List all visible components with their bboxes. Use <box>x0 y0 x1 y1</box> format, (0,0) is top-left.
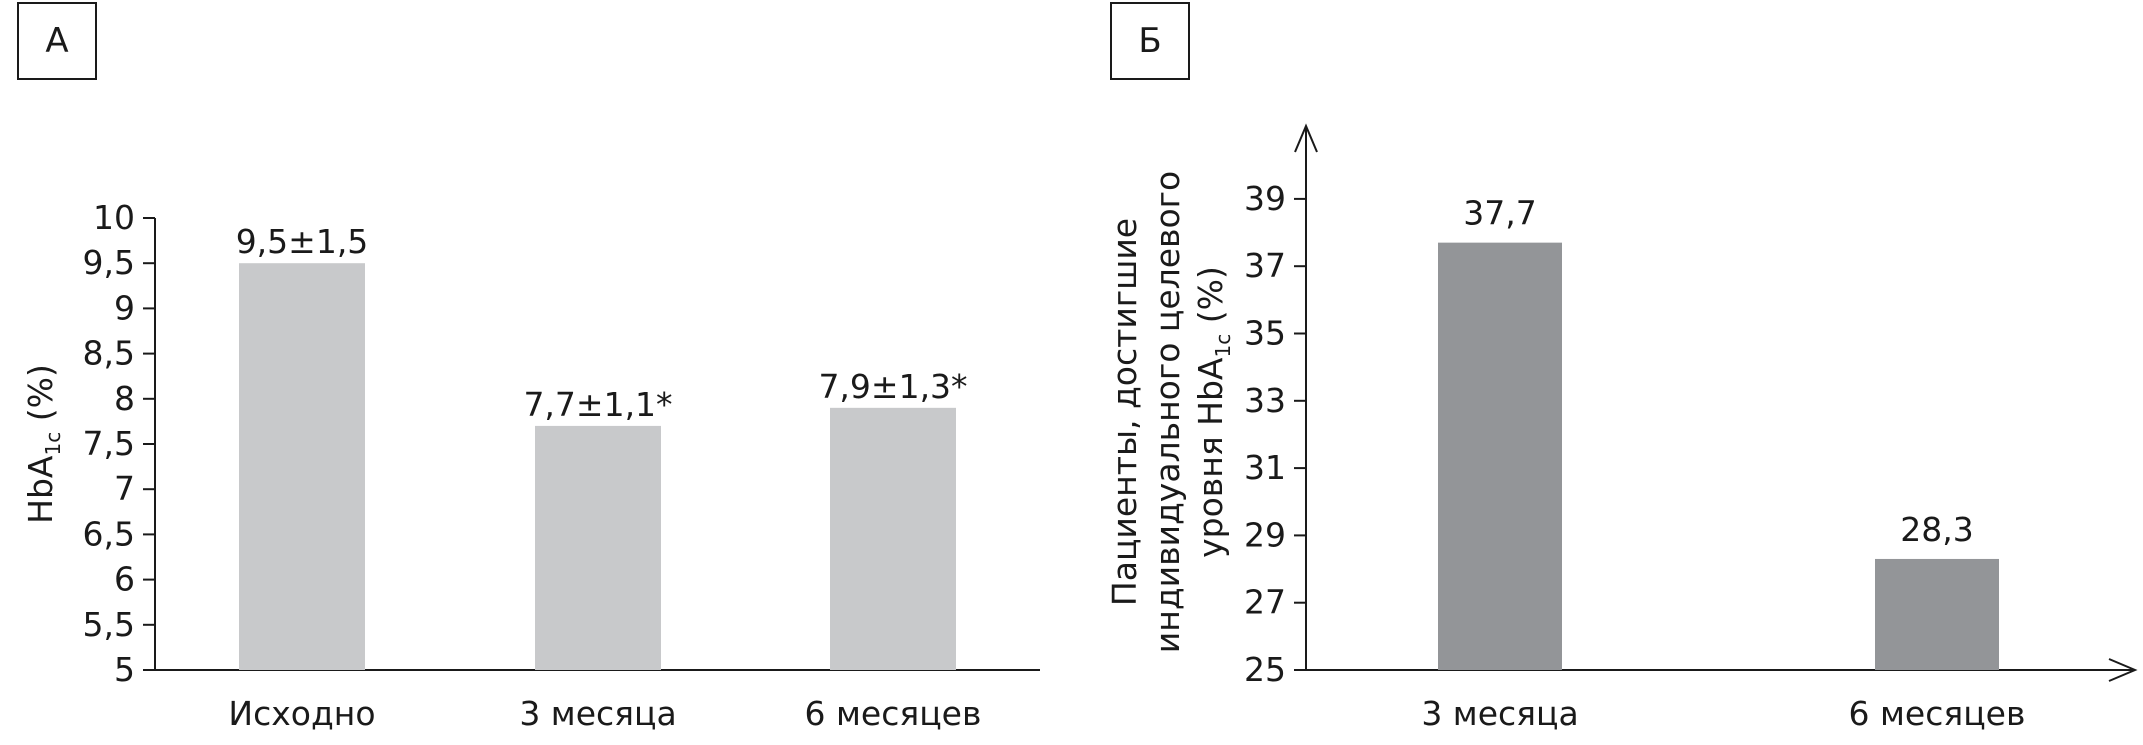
y-axis-title: HbA1c (%) <box>21 364 65 524</box>
y-tick-label: 7,5 <box>83 424 135 463</box>
y-tick-label: 35 <box>1244 314 1286 353</box>
category-label: 6 месяцев <box>1849 694 2026 733</box>
y-tick-label: 7 <box>114 469 135 508</box>
panel-label-b: Б <box>1110 2 1190 80</box>
y-tick-label: 37 <box>1244 246 1286 285</box>
y-tick-label: 6 <box>114 560 135 599</box>
data-label: 37,7 <box>1463 194 1536 233</box>
bar <box>1438 242 1562 670</box>
data-label: 7,9±1,3* <box>818 367 967 406</box>
data-label: 9,5±1,5 <box>236 222 369 261</box>
bar <box>535 425 661 670</box>
y-tick-label: 5 <box>114 650 135 689</box>
y-tick-label: 27 <box>1244 583 1286 622</box>
chart-a: 5 5,5 6 6,5 7 7,5 8 8,5 9 9,5 10 9,5±1,5 Исходно 7,7±… <box>21 198 1040 733</box>
y-tick-label: 5,5 <box>83 605 135 644</box>
y-tick-label: 25 <box>1244 650 1286 689</box>
y-tick-label: 33 <box>1244 381 1286 420</box>
bar <box>239 263 365 670</box>
y-axis-title-line1: Пациенты, достигшие <box>1105 218 1144 606</box>
y-tick-label: 31 <box>1244 448 1286 487</box>
y-tick-label: 9,5 <box>83 243 135 282</box>
category-label: 3 месяца <box>1421 694 1578 733</box>
category-label: 6 месяцев <box>805 694 982 733</box>
data-label: 28,3 <box>1900 510 1973 549</box>
bar <box>830 407 956 670</box>
y-tick-label: 8 <box>114 379 135 418</box>
y-tick-label: 6,5 <box>83 514 135 553</box>
bar <box>1875 558 1999 670</box>
data-label: 7,7±1,1* <box>523 385 672 424</box>
x-axis-arrow <box>2108 658 2138 682</box>
panel-label-a: А <box>17 2 97 80</box>
y-tick-label: 29 <box>1244 515 1286 554</box>
chart-b: 25 27 29 31 33 35 37 39 37,7 3 месяца 28,3 6 месяце… <box>1105 123 2138 733</box>
category-label: 3 месяца <box>519 694 676 733</box>
y-tick-label: 10 <box>93 198 135 237</box>
y-axis-title-line2: индивидуального целевого <box>1148 171 1187 653</box>
y-axis-title-line3: уровня HbA1c (%) <box>1191 266 1235 558</box>
y-tick-label: 39 <box>1244 179 1286 218</box>
category-label: Исходно <box>228 694 375 733</box>
y-tick-label: 9 <box>114 288 135 327</box>
y-tick-label: 8,5 <box>83 334 135 373</box>
y-axis-arrow <box>1294 123 1318 153</box>
